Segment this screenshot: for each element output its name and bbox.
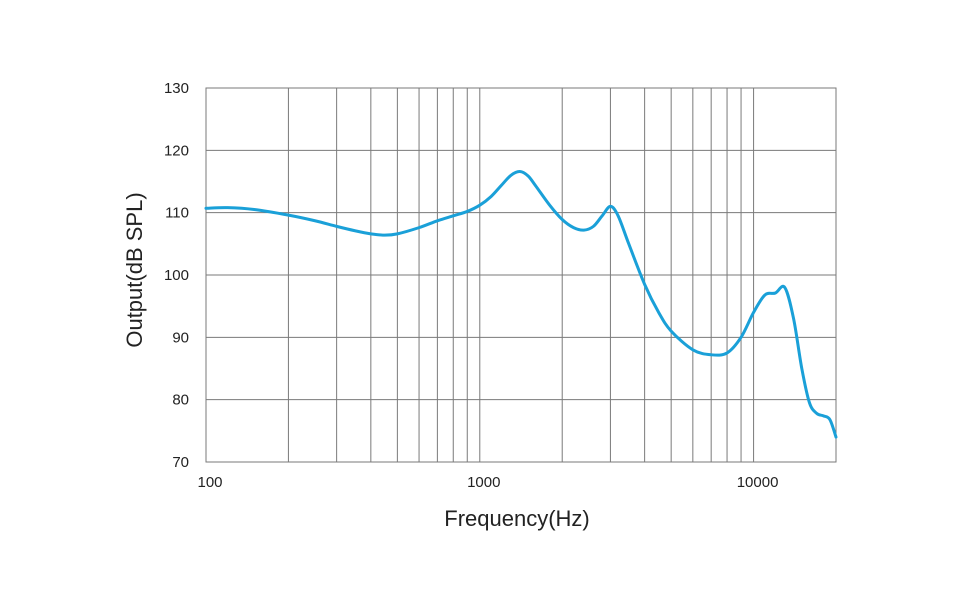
plot-frame xyxy=(205,87,837,463)
y-tick-label: 130 xyxy=(164,80,189,97)
frequency-response-line xyxy=(204,170,838,439)
y-tick-label: 90 xyxy=(172,329,189,346)
y-tick-label: 70 xyxy=(172,454,189,471)
y-tick-label: 100 xyxy=(164,267,189,284)
y-axis-label: Output(dB SPL) xyxy=(122,192,147,347)
x-tick-label: 1000 xyxy=(467,474,500,491)
x-tick-label: 100 xyxy=(197,474,222,491)
grid xyxy=(205,87,837,463)
y-tick-label: 80 xyxy=(172,392,189,409)
y-axis-ticks: 70 80 90 100 110 120 130 xyxy=(164,80,189,471)
x-axis-label: Frequency(Hz) xyxy=(444,506,589,531)
x-tick-label: 10000 xyxy=(737,474,779,491)
y-tick-label: 110 xyxy=(165,205,189,222)
y-tick-label: 120 xyxy=(164,142,189,159)
x-axis-ticks: 100 1000 10000 xyxy=(197,474,778,491)
